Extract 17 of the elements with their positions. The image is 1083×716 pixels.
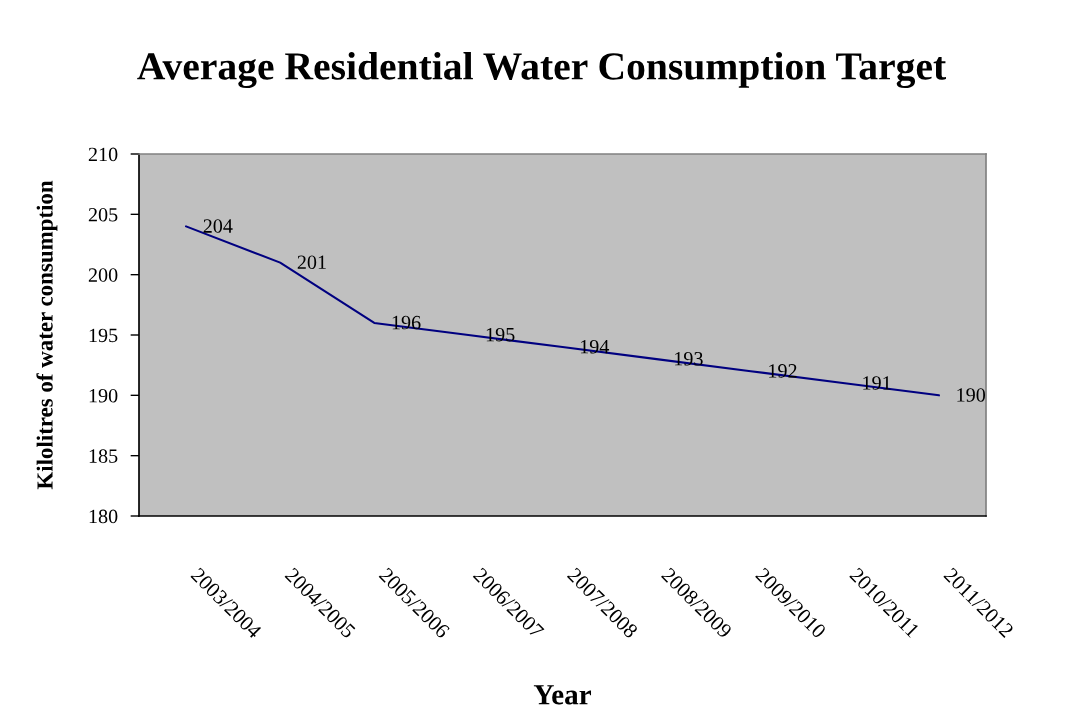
data-label: 191 [863, 376, 891, 390]
y-axis-title: Kilolitres of water consumption [36, 180, 58, 490]
data-label: 204 [203, 219, 233, 233]
data-label: 201 [297, 255, 326, 270]
y-tick-label: 210 [88, 147, 118, 162]
y-tick-label: 205 [88, 207, 118, 222]
y-tick-label: 190 [89, 388, 118, 403]
data-label: 193 [675, 352, 703, 366]
data-label: 196 [392, 315, 421, 330]
data-label: 190 [957, 388, 986, 402]
y-tick-label: 200 [88, 268, 118, 282]
y-tick-label: 195 [89, 328, 118, 343]
x-axis-title: Year [533, 685, 592, 705]
data-label: 192 [769, 364, 797, 378]
y-tick-label: 180 [89, 509, 118, 524]
y-tick-label: 185 [89, 449, 118, 463]
chart-title: Average Residential Water Consumption Target [137, 51, 947, 89]
